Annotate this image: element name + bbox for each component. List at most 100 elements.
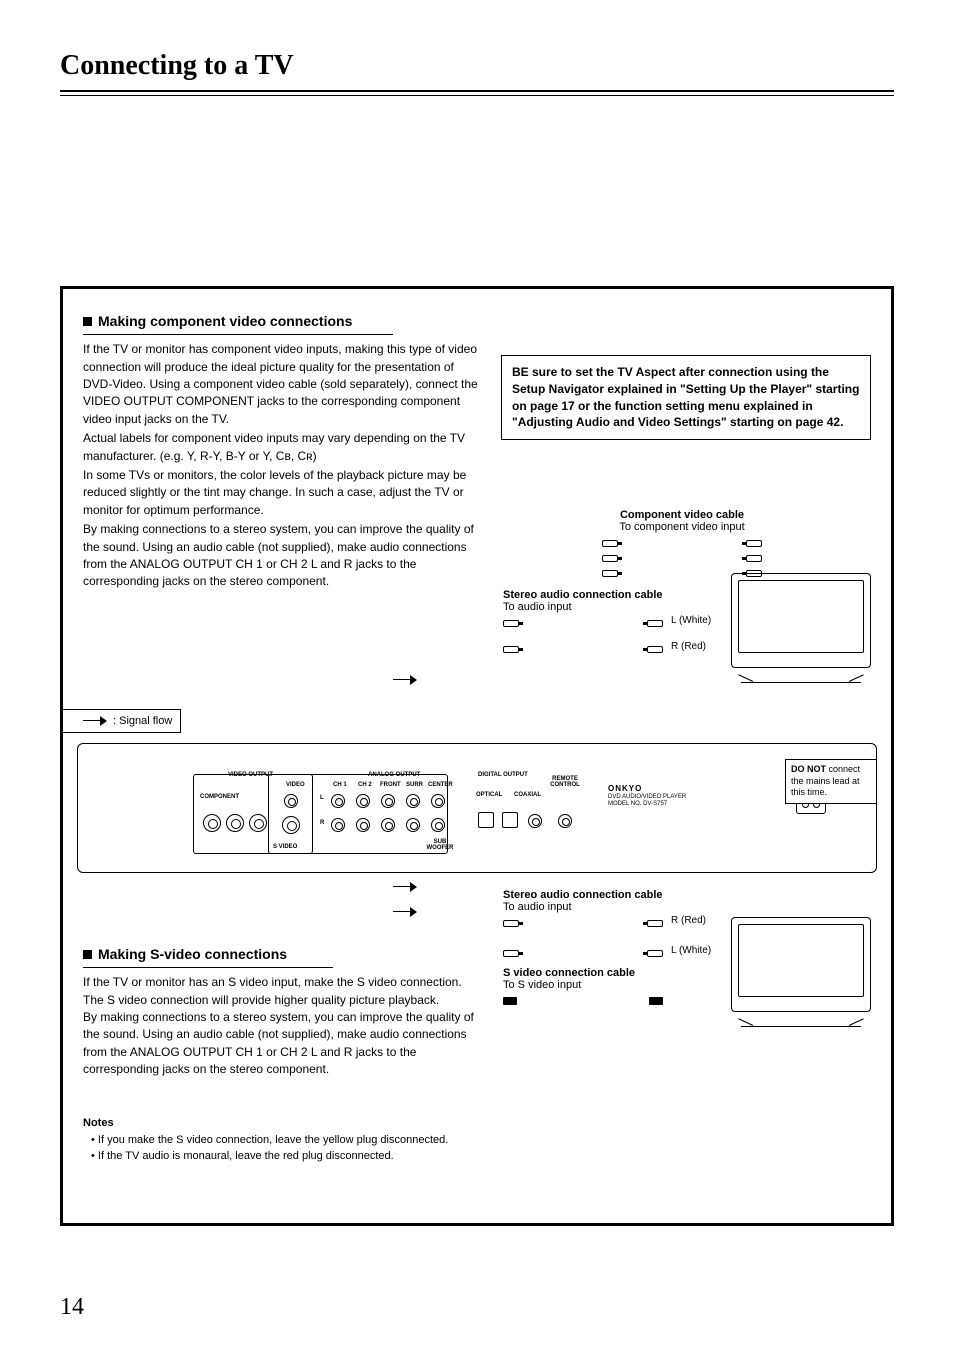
jack-icon bbox=[356, 794, 370, 808]
tv-icon bbox=[731, 573, 871, 683]
jack-icon bbox=[558, 814, 572, 828]
l-white-label-2: L (White) bbox=[671, 945, 711, 956]
front-label: FRONT bbox=[380, 782, 401, 788]
surr-label: SURR bbox=[406, 782, 423, 788]
section2-heading: Making S-video connections bbox=[83, 944, 333, 968]
r-label: R bbox=[320, 820, 324, 826]
notes-title: Notes bbox=[83, 1115, 493, 1132]
ac-warn-bold: DO NOT bbox=[791, 764, 826, 774]
bullet-square-icon bbox=[83, 317, 92, 326]
optical-jack-icon bbox=[502, 812, 518, 828]
signal-flow-arrow-icon bbox=[83, 718, 107, 724]
model-label-1: DVD AUDIO/VIDEO PLAYER bbox=[608, 794, 686, 801]
ac-warning-box: DO NOT connect the mains lead at this ti… bbox=[785, 759, 877, 804]
section-component-video: Making component video connections If th… bbox=[83, 311, 483, 591]
section1-para-1: Actual labels for component video inputs… bbox=[83, 430, 483, 465]
ch2-label: CH 2 bbox=[358, 782, 372, 788]
svideo-plug-icon bbox=[503, 997, 517, 1005]
plug-icon bbox=[503, 646, 519, 653]
plug-icon bbox=[647, 950, 663, 957]
ch1-label: CH 1 bbox=[333, 782, 347, 788]
subwoofer-label: SUB WOOFER bbox=[425, 839, 455, 851]
analog-output-label: ANALOG OUTPUT bbox=[368, 772, 420, 778]
video-output-label: VIDEO OUTPUT bbox=[228, 772, 273, 778]
plug-icon bbox=[647, 920, 663, 927]
jack-icon bbox=[284, 794, 298, 808]
jack-icon bbox=[406, 794, 420, 808]
jack-icon bbox=[331, 818, 345, 832]
section2-heading-text: Making S-video connections bbox=[98, 944, 287, 964]
optical-jack-icon bbox=[478, 812, 494, 828]
digital-output-label: DIGITAL OUTPUT bbox=[478, 772, 528, 778]
section1-heading: Making component video connections bbox=[83, 311, 393, 335]
brand-label: ONKYO bbox=[608, 784, 686, 794]
jack-icon bbox=[226, 814, 244, 832]
svideo-label: S VIDEO bbox=[273, 844, 297, 850]
component-cable-sub: To component video input bbox=[493, 521, 871, 533]
section2-para-1: By making connections to a stereo system… bbox=[83, 1009, 483, 1079]
title-rule-thin bbox=[60, 95, 894, 96]
svideo-cable-title: S video connection cable bbox=[503, 967, 703, 979]
brand-model-area: ONKYO DVD AUDIO/VIDEO PLAYER MODEL NO. D… bbox=[608, 784, 686, 808]
aspect-warning-box: BE sure to set the TV Aspect after conne… bbox=[501, 355, 871, 440]
remote-label: REMOTE CONTROL bbox=[550, 776, 580, 788]
jack-icon bbox=[356, 818, 370, 832]
cable-row bbox=[503, 917, 663, 929]
content-frame: Making component video connections If th… bbox=[60, 286, 894, 1226]
plug-icon bbox=[647, 646, 663, 653]
cable-row bbox=[503, 643, 663, 655]
bottom-cable-diagram: Stereo audio connection cable To audio i… bbox=[503, 889, 703, 1010]
title-rule-thick bbox=[60, 90, 894, 92]
bullet-square-icon bbox=[83, 950, 92, 959]
section1-para-0: If the TV or monitor has component video… bbox=[83, 341, 483, 428]
notes-section: Notes If you make the S video connection… bbox=[83, 1115, 493, 1165]
cable-row bbox=[503, 947, 663, 959]
plug-icon bbox=[503, 620, 519, 627]
plug-icon bbox=[647, 620, 663, 627]
signal-flow-legend: : Signal flow bbox=[63, 709, 181, 733]
plug-icon bbox=[602, 555, 618, 562]
optical-label: OPTICAL bbox=[476, 792, 502, 798]
coaxial-label: COAXIAL bbox=[514, 792, 541, 798]
section-s-video: Making S-video connections If the TV or … bbox=[83, 944, 483, 1079]
cable-row bbox=[602, 537, 762, 549]
center-label: CENTER bbox=[428, 782, 453, 788]
section1-para-2: In some TVs or monitors, the color level… bbox=[83, 467, 483, 519]
page-title: Connecting to a TV bbox=[60, 50, 894, 82]
cable-row bbox=[602, 552, 762, 564]
page-number: 14 bbox=[60, 1294, 84, 1321]
signal-flow-text: : Signal flow bbox=[113, 715, 172, 727]
video-label: VIDEO bbox=[286, 782, 305, 788]
stereo-cable-sub-2: To audio input bbox=[503, 901, 703, 913]
section2-para-0: If the TV or monitor has an S video inpu… bbox=[83, 974, 483, 1009]
device-rear-panel: VIDEO OUTPUT ANALOG OUTPUT DIGITAL OUTPU… bbox=[77, 743, 877, 873]
component-label: COMPONENT bbox=[200, 794, 239, 800]
tv-icon bbox=[731, 917, 871, 1027]
jack-icon bbox=[249, 814, 267, 832]
l-label: L bbox=[320, 795, 324, 801]
jack-icon bbox=[431, 794, 445, 808]
plug-icon bbox=[602, 540, 618, 547]
svideo-cable-row bbox=[503, 995, 663, 1007]
section1-heading-text: Making component video connections bbox=[98, 311, 352, 331]
r-red-label: R (Red) bbox=[671, 641, 706, 652]
flow-arrow-icon bbox=[393, 677, 417, 683]
jack-icon bbox=[282, 816, 300, 834]
l-white-label: L (White) bbox=[671, 615, 711, 626]
flow-arrow-icon bbox=[393, 884, 417, 890]
note-item-0: If you make the S video connection, leav… bbox=[91, 1132, 493, 1149]
jack-icon bbox=[203, 814, 221, 832]
jack-icon bbox=[406, 818, 420, 832]
stereo-cable-title-2: Stereo audio connection cable bbox=[503, 889, 703, 901]
jack-icon bbox=[431, 818, 445, 832]
cable-row bbox=[503, 617, 663, 629]
note-item-1: If the TV audio is monaural, leave the r… bbox=[91, 1148, 493, 1165]
jack-icon bbox=[381, 794, 395, 808]
plug-icon bbox=[746, 540, 762, 547]
model-label-2: MODEL NO. DV-S757 bbox=[608, 801, 686, 808]
svideo-plug-icon bbox=[649, 997, 663, 1005]
plug-icon bbox=[602, 570, 618, 577]
jack-icon bbox=[331, 794, 345, 808]
plug-icon bbox=[746, 555, 762, 562]
plug-icon bbox=[503, 950, 519, 957]
